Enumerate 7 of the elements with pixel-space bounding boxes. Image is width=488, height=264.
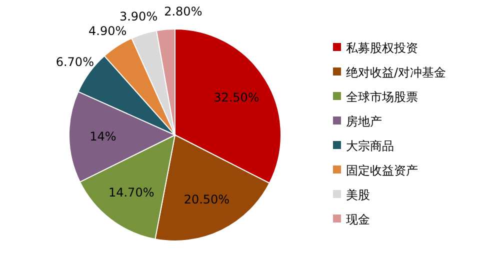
legend-label: 房地产 [346, 114, 382, 128]
legend-label: 大宗商品 [346, 139, 394, 153]
legend-label: 私募股权投资 [346, 41, 418, 55]
legend-label: 美股 [346, 188, 370, 202]
legend-label: 固定收益资产 [346, 164, 418, 178]
legend-label: 现金 [346, 212, 370, 226]
legend-label: 全球市场股票 [346, 90, 418, 104]
